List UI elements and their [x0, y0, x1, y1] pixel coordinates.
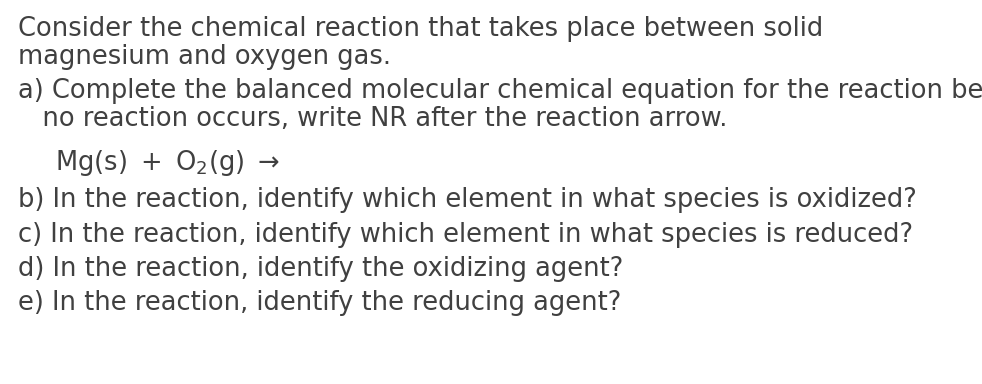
Text: c) In the reaction, identify which element in what species is reduced?: c) In the reaction, identify which eleme…	[18, 222, 913, 248]
Text: no reaction occurs, write NR after the reaction arrow.: no reaction occurs, write NR after the r…	[18, 106, 728, 132]
Text: $\mathregular{Mg(s)\ +\ O_2(g)\ \rightarrow}$: $\mathregular{Mg(s)\ +\ O_2(g)\ \rightar…	[55, 148, 280, 178]
Text: a) Complete the balanced molecular chemical equation for the reaction below. If: a) Complete the balanced molecular chemi…	[18, 78, 982, 104]
Text: d) In the reaction, identify the oxidizing agent?: d) In the reaction, identify the oxidizi…	[18, 256, 624, 282]
Text: e) In the reaction, identify the reducing agent?: e) In the reaction, identify the reducin…	[18, 290, 622, 316]
Text: b) In the reaction, identify which element in what species is oxidized?: b) In the reaction, identify which eleme…	[18, 187, 917, 213]
Text: magnesium and oxygen gas.: magnesium and oxygen gas.	[18, 44, 391, 70]
Text: Consider the chemical reaction that takes place between solid: Consider the chemical reaction that take…	[18, 16, 823, 42]
